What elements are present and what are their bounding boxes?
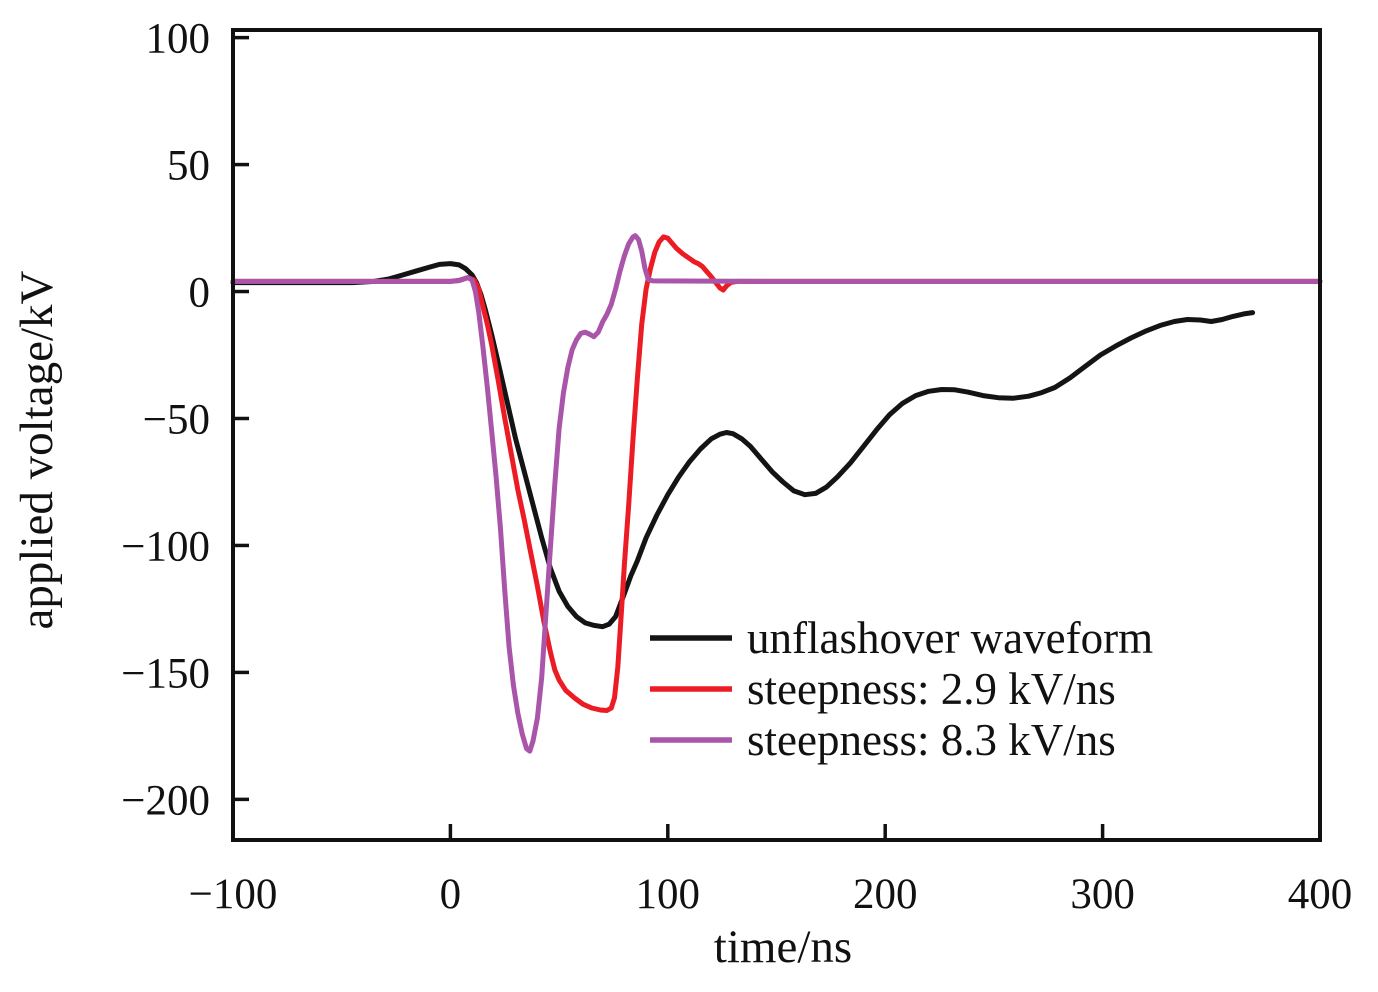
plot-frame bbox=[231, 28, 1322, 842]
tick-labels: −100 0 100 200 300 400 −200 −150 −100 −50 0 50 100 bbox=[121, 16, 1352, 918]
series-line-0 bbox=[230, 261, 1256, 630]
series-line-2 bbox=[230, 233, 1323, 754]
y-tick-label: 0 bbox=[189, 270, 211, 317]
y-tick-label: −200 bbox=[121, 777, 210, 824]
x-axis-label: time/ns bbox=[714, 921, 852, 973]
x-tick-label: 0 bbox=[440, 871, 462, 918]
x-tick-label: 100 bbox=[636, 871, 701, 918]
series-lines bbox=[230, 233, 1323, 754]
x-tick-label: −100 bbox=[189, 871, 278, 918]
legend-label-1: steepness: 2.9 kV/ns bbox=[747, 664, 1116, 714]
x-tick-label: 300 bbox=[1070, 871, 1135, 918]
y-tick-label: −150 bbox=[121, 650, 210, 697]
y-tick-label: 50 bbox=[167, 143, 210, 190]
y-tick-label: −50 bbox=[143, 396, 210, 443]
x-tick-label: 400 bbox=[1288, 871, 1353, 918]
series-line-1 bbox=[230, 234, 1323, 713]
y-axis-label: applied voltage/kV bbox=[11, 270, 63, 629]
legend-label-0: unflashover waveform bbox=[747, 613, 1153, 663]
legend-label-2: steepness: 8.3 kV/ns bbox=[747, 715, 1116, 765]
y-tick-label: −100 bbox=[121, 523, 210, 570]
x-tick-label: 200 bbox=[853, 871, 918, 918]
y-tick-label: 100 bbox=[146, 16, 211, 63]
